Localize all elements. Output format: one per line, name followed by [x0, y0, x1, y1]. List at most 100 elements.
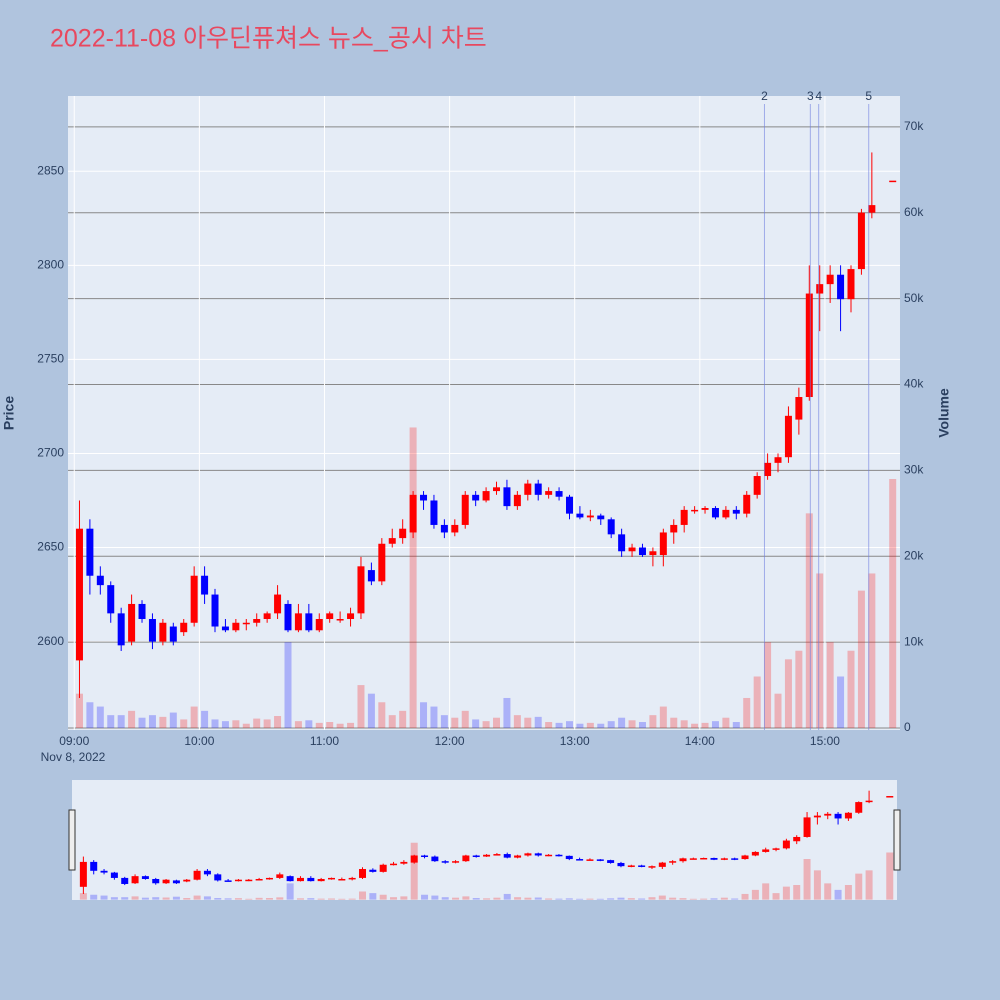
volume-bar [774, 693, 782, 729]
volume-bar [732, 722, 740, 729]
candle-body [138, 603, 146, 620]
y2-tick-label: 60k [904, 205, 924, 219]
candle-body [336, 619, 344, 621]
x-tick-label: 14:00 [685, 734, 715, 748]
volume-bar [128, 710, 136, 729]
volume-bar [90, 894, 98, 900]
y-tick-label: 2850 [37, 163, 64, 177]
candle-body [795, 397, 803, 420]
slider-handle[interactable] [893, 809, 901, 871]
candle-body [607, 860, 615, 863]
candle-body [565, 855, 573, 860]
candle-body [751, 851, 759, 856]
candle-body [357, 566, 365, 614]
volume-bar [224, 898, 232, 900]
volume-bar [369, 893, 377, 900]
volume-bar [482, 721, 490, 729]
volume-bar [596, 898, 604, 900]
candle-body [805, 293, 813, 398]
volume-bar [555, 722, 563, 729]
candle-body [793, 836, 801, 842]
candle-body [545, 491, 553, 495]
volume-bar [265, 898, 273, 900]
slider-handle[interactable] [68, 809, 76, 871]
volume-bar [889, 478, 897, 729]
volume-bar [793, 884, 801, 900]
candle-body [679, 858, 687, 862]
volume-bar [410, 842, 418, 900]
volume-bar [701, 722, 709, 729]
volume-bar [816, 573, 824, 729]
volume-bar [753, 676, 761, 729]
range-slider[interactable] [72, 780, 897, 900]
candle-body [701, 508, 709, 510]
volume-bar [805, 513, 813, 729]
candle-body [315, 619, 323, 631]
candle-body [638, 865, 646, 867]
candle-body [462, 855, 470, 862]
x-tick-label: 13:00 [560, 734, 590, 748]
candle-body [868, 205, 876, 213]
candle-body [265, 877, 273, 880]
volume-bar [214, 898, 222, 900]
volume-bar [617, 897, 625, 900]
volume-bar [741, 893, 749, 900]
volume-bar [336, 723, 344, 729]
candle-body [326, 613, 334, 620]
candle-body [493, 487, 501, 492]
candle-body [472, 855, 480, 857]
candle-body [472, 494, 480, 501]
volume-bar [86, 702, 94, 729]
volume-bar [472, 719, 480, 729]
candle-body [816, 284, 824, 294]
candle-body [514, 855, 522, 858]
volume-bar [607, 721, 615, 729]
volume-bar [440, 715, 448, 729]
candle-body [169, 626, 177, 642]
candle-body [534, 853, 542, 856]
volume-bar [359, 891, 367, 900]
candle-body [317, 878, 325, 882]
candle-body [710, 857, 718, 860]
candle-body [617, 862, 625, 867]
volume-bar [141, 897, 149, 900]
candle-body [482, 491, 490, 501]
volume-bar [586, 898, 594, 900]
volume-bar [513, 715, 521, 729]
volume-bar [628, 720, 636, 729]
candle-body [203, 870, 211, 875]
volume-bar [648, 897, 656, 900]
volume-bar [172, 896, 180, 900]
candle-body [327, 877, 335, 880]
candle-body [307, 877, 315, 882]
candle-body [338, 878, 346, 881]
annotation-label: 3 [807, 89, 814, 103]
candle-body [79, 861, 87, 887]
candle-body [586, 859, 594, 861]
volume-bar [357, 685, 365, 729]
volume-bar [886, 852, 894, 900]
volume-bar [503, 697, 511, 729]
volume-bar [326, 722, 334, 729]
candle-body [847, 269, 855, 300]
volume-bar [503, 893, 511, 900]
candle-body [378, 543, 386, 582]
volume-bar [514, 897, 522, 900]
volume-bar [327, 898, 335, 900]
volume-bar [431, 895, 439, 900]
volume-bar [472, 898, 480, 900]
volume-bar [545, 898, 553, 900]
candle-body [452, 861, 460, 863]
y-tick-label: 2650 [37, 540, 64, 554]
candle-body [110, 872, 118, 878]
candle-body [855, 802, 863, 813]
candle-body [648, 866, 656, 868]
candle-body [711, 508, 719, 518]
candle-body [245, 879, 253, 882]
volume-bar [276, 897, 284, 900]
y2-axis-title: Volume [936, 388, 952, 438]
volume-bar [274, 716, 282, 729]
annotation-label: 5 [865, 89, 872, 103]
volume-bar [855, 873, 863, 900]
